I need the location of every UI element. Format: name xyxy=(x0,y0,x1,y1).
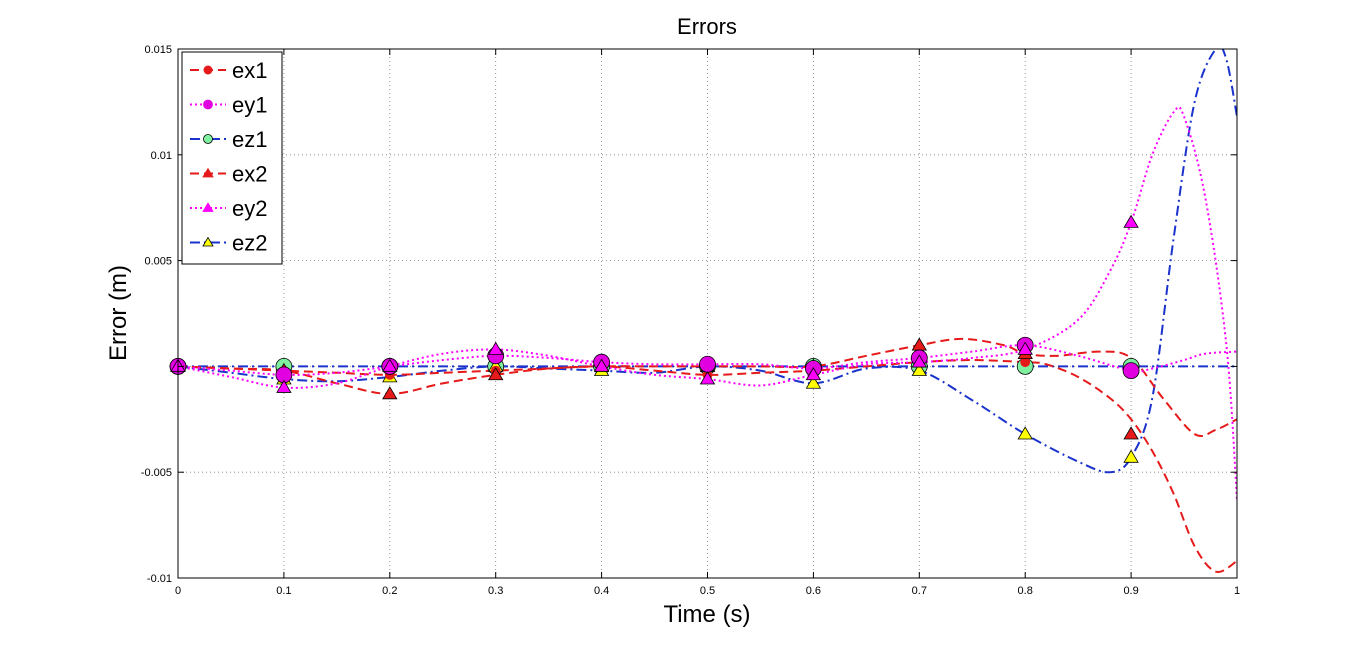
x-tick-label: 0.4 xyxy=(594,585,609,597)
legend-label-ex2: ex2 xyxy=(232,162,267,187)
data-point-ey2 xyxy=(276,379,292,393)
legend-item-ez2: ez2 xyxy=(190,231,267,256)
data-point-ey1 xyxy=(1122,362,1140,380)
data-point-ex2 xyxy=(488,367,504,381)
x-tick-label: 0.5 xyxy=(700,585,715,597)
x-axis-label: Time (s) xyxy=(663,601,750,628)
data-point-ex2 xyxy=(382,386,398,400)
data-point-ey2 xyxy=(805,367,822,381)
legend-swatch-marker xyxy=(203,99,213,110)
y-axis-label: Error (m) xyxy=(105,265,132,361)
data-point-ey2 xyxy=(1017,341,1033,355)
legend-swatch-marker xyxy=(202,167,214,178)
legend-swatch-marker xyxy=(203,134,213,144)
x-tick-label: 0.9 xyxy=(1123,585,1138,597)
legend-swatch-marker xyxy=(202,202,214,212)
legend-label-ez1: ez1 xyxy=(232,127,267,152)
data-point-ex2 xyxy=(1123,426,1139,440)
y-tick-label: 0.015 xyxy=(144,44,172,56)
data-point-ey2 xyxy=(382,358,398,372)
data-point-ez2 xyxy=(911,362,927,376)
data-point-ez2 xyxy=(1017,426,1033,440)
data-point-ey2 xyxy=(488,341,504,355)
legend-label-ey1: ey1 xyxy=(232,93,267,118)
data-point-ey2 xyxy=(1123,214,1139,228)
x-tick-label: 0.7 xyxy=(912,585,927,597)
legend-swatch-marker xyxy=(203,65,213,75)
y-tick-label: 0.01 xyxy=(151,150,172,162)
x-tick-label: 1 xyxy=(1234,585,1240,597)
chart-title: Errors xyxy=(677,14,737,39)
series-line-ey2 xyxy=(178,105,1237,500)
legend-label-ez2: ez2 xyxy=(232,231,267,256)
legend-box xyxy=(181,51,283,265)
legend-item-ex1: ex1 xyxy=(190,58,267,83)
x-tick-label: 0.1 xyxy=(276,585,291,597)
axis-ticks: 0 0.1 0.2 0.3 0.4 0.5 0.6 0.7 0.8 0.9 1 -0.01 -0.005… xyxy=(141,44,1240,597)
legend-item-ez1: ez1 xyxy=(190,127,267,152)
x-tick-label: 0.6 xyxy=(806,585,821,597)
legend-item-ey2: ey2 xyxy=(190,196,267,221)
y-tick-label: -0.005 xyxy=(141,467,172,479)
series-markers-ey2 xyxy=(170,214,1139,393)
data-point-ey2 xyxy=(911,354,927,368)
legend-item-ex2: ex2 xyxy=(190,162,267,187)
series-ey2 xyxy=(178,105,1237,500)
data-point-ey1 xyxy=(699,355,716,373)
legend-label-ey2: ey2 xyxy=(232,196,267,221)
series-layer xyxy=(169,49,1237,573)
x-tick-label: 0 xyxy=(175,585,181,597)
legend: ex1 ey1 ez1 ex2 ey2 ez2 xyxy=(181,51,283,265)
x-tick-label: 0.8 xyxy=(1018,585,1033,597)
x-tick-label: 0.2 xyxy=(382,585,397,597)
legend-label-ex1: ex1 xyxy=(232,58,267,83)
data-point-ez2 xyxy=(1123,449,1139,463)
data-point-ez2 xyxy=(805,375,822,389)
data-point-ey2 xyxy=(699,371,716,385)
legend-item-ey1: ey1 xyxy=(190,93,267,118)
data-point-ex1 xyxy=(1020,357,1031,368)
legend-swatch-marker xyxy=(202,236,214,247)
y-tick-label: -0.01 xyxy=(147,573,172,585)
data-point-ey2 xyxy=(593,358,610,372)
y-tick-label: 0.005 xyxy=(144,256,172,268)
x-tick-label: 0.3 xyxy=(488,585,503,597)
